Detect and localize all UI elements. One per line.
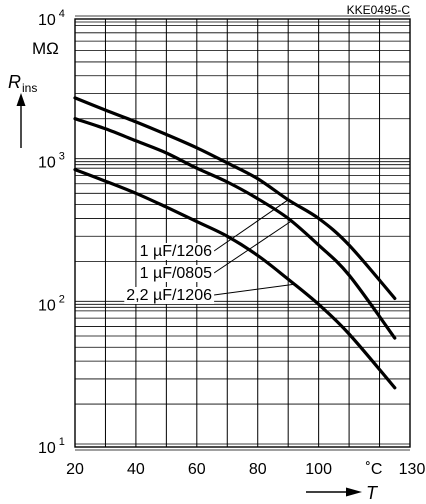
plot-frame bbox=[74, 18, 411, 448]
grid bbox=[74, 15, 411, 451]
y-axis-subscript: ins bbox=[22, 81, 37, 95]
series-curve-3 bbox=[73, 168, 397, 390]
x-tick-label: 60 bbox=[188, 461, 206, 478]
x-tick-label: 80 bbox=[249, 461, 267, 478]
y-tick-exponent: 4 bbox=[59, 8, 65, 20]
x-tick-label: 130 bbox=[399, 461, 426, 478]
x-tick-label: 100 bbox=[305, 461, 332, 478]
y-axis-symbol: R bbox=[8, 72, 21, 92]
series-label-3: 2,2 µF/1206 bbox=[126, 287, 212, 304]
series-labels: 1 µF/1206 1 µF/0805 2,2 µF/1206 bbox=[124, 243, 215, 304]
y-tick-label: 10 4 bbox=[38, 8, 65, 29]
y-axis-arrow-head bbox=[16, 93, 26, 106]
chart-code: KKE0495-C bbox=[347, 3, 411, 17]
y-tick-base: 10 bbox=[38, 440, 56, 457]
x-tick-label: 20 bbox=[66, 461, 84, 478]
y-tick-exponent: 3 bbox=[59, 151, 65, 163]
series-curve-1 bbox=[73, 96, 397, 300]
y-axis-unit: MΩ bbox=[32, 39, 59, 58]
x-tick-label: 40 bbox=[127, 461, 145, 478]
series-label-background bbox=[124, 287, 215, 304]
series-label-background bbox=[137, 243, 215, 260]
series-label-2: 1 µF/0805 bbox=[140, 265, 212, 282]
y-tick-exponent: 2 bbox=[59, 293, 65, 305]
label-leader-1 bbox=[213, 199, 289, 252]
x-axis-arrow-head bbox=[346, 487, 362, 497]
y-tick-label: 10 2 bbox=[38, 293, 65, 314]
label-leader-2 bbox=[213, 220, 292, 274]
y-tick-label: 10 3 bbox=[38, 151, 65, 172]
y-tick-base: 10 bbox=[38, 297, 56, 314]
x-axis-symbol: T bbox=[366, 483, 379, 503]
series-curve-2 bbox=[73, 117, 397, 340]
x-tick-labels: 20 40 60 80 100 130 bbox=[66, 461, 425, 478]
y-axis-label: Rins bbox=[8, 72, 37, 95]
y-tick-base: 10 bbox=[38, 155, 56, 172]
series-label-1: 1 µF/1206 bbox=[140, 243, 212, 260]
curves bbox=[73, 96, 397, 390]
x-axis-unit: ˚C bbox=[366, 461, 383, 478]
y-tick-exponent: 1 bbox=[59, 436, 65, 448]
y-tick-label: 10 1 bbox=[38, 436, 65, 457]
label-leaders bbox=[213, 199, 295, 296]
y-tick-base: 10 bbox=[38, 12, 56, 29]
series-label-background bbox=[137, 265, 215, 282]
label-leader-3 bbox=[213, 283, 295, 296]
